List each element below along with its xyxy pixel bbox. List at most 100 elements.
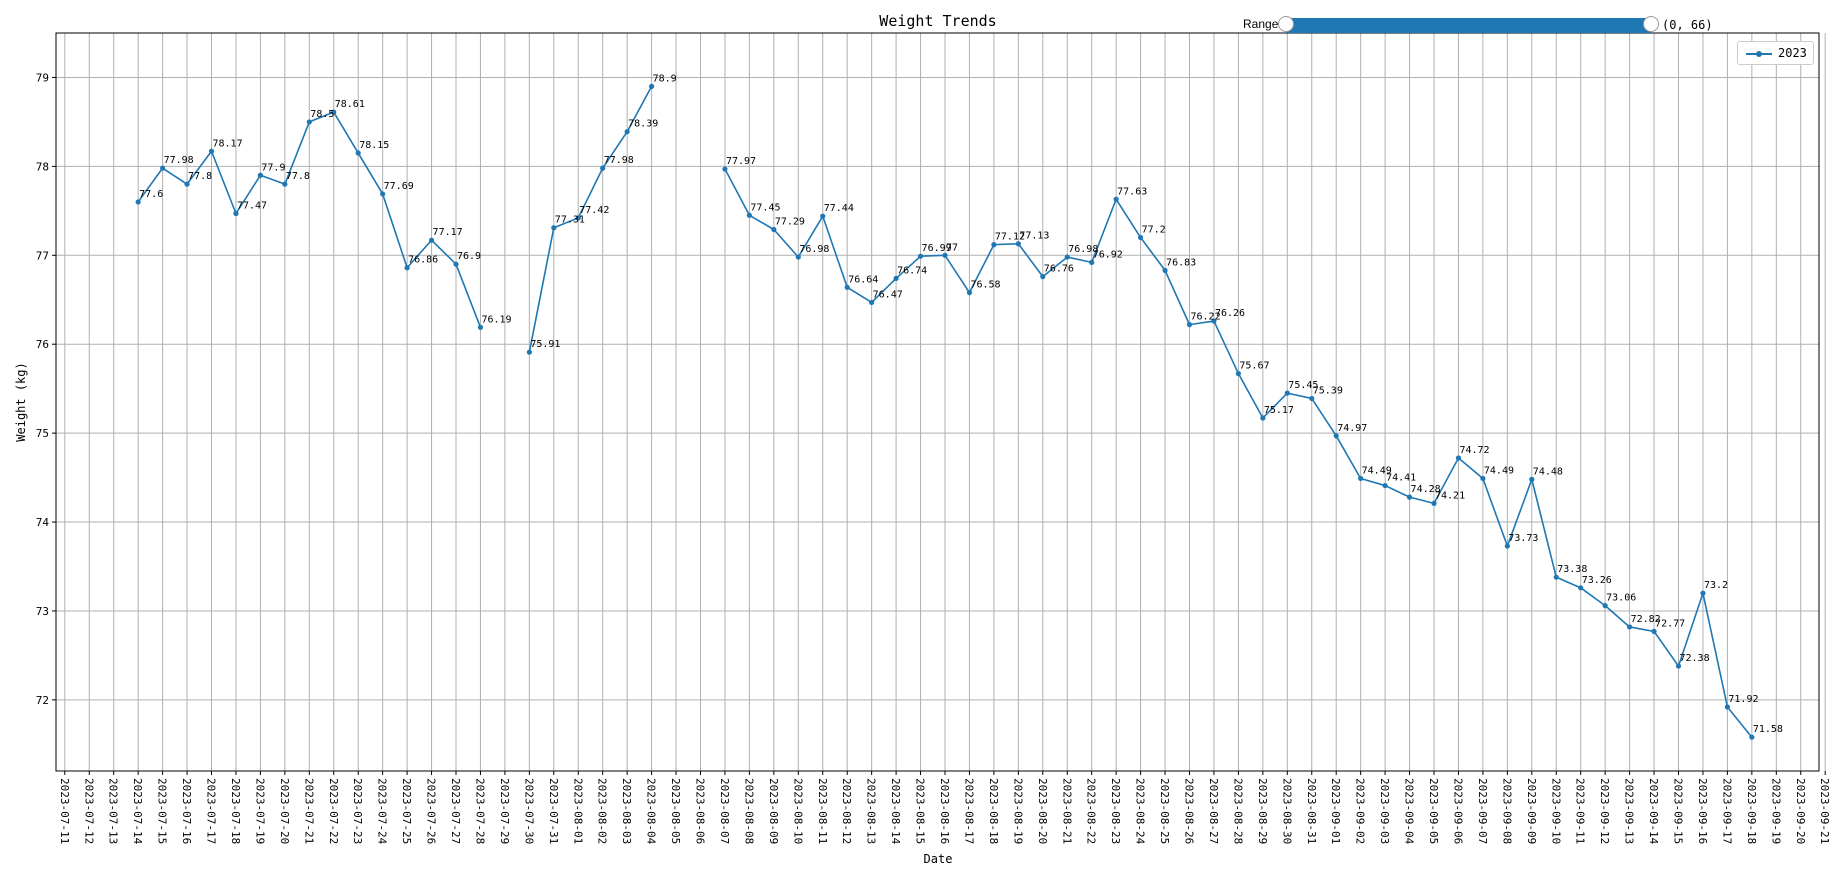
data-point [1358, 475, 1364, 482]
data-point [355, 150, 361, 156]
x-tick-label: 2023-08-23 [1109, 778, 1122, 844]
data-label: 77.47 [237, 200, 267, 211]
x-tick-label: 2023-08-21 [1060, 778, 1073, 844]
range-slider-max-handle[interactable] [1643, 16, 1659, 32]
chart-title: Weight Trends [879, 12, 996, 30]
data-label: 73.06 [1606, 593, 1636, 604]
x-tick-label: 2023-08-06 [694, 778, 707, 844]
data-point [1578, 585, 1584, 591]
x-tick-label: 2023-09-04 [1403, 778, 1416, 845]
data-point [428, 237, 435, 243]
data-point [1284, 390, 1290, 396]
x-tick-label: 2023-07-20 [278, 778, 291, 844]
data-label: 76.86 [408, 255, 438, 266]
data-label: 76.99 [922, 243, 952, 254]
range-slider-label: Range [1243, 17, 1279, 31]
data-point [1749, 734, 1755, 740]
x-tick-label: 2023-08-12 [840, 778, 853, 844]
x-tick-label: 2023-08-31 [1305, 778, 1318, 844]
data-label: 77.29 [775, 217, 805, 228]
data-point [1138, 234, 1144, 241]
series-line-segment [528, 85, 653, 353]
x-tick-label: 2023-08-29 [1256, 778, 1269, 844]
data-point [1211, 318, 1217, 324]
data-point [722, 166, 728, 172]
data-label: 74.48 [1533, 466, 1563, 477]
data-label: 75.39 [1313, 385, 1343, 396]
data-point [1235, 370, 1241, 377]
x-tick-label: 2023-08-09 [767, 778, 780, 844]
data-label: 71.92 [1728, 694, 1758, 705]
x-tick-label: 2023-08-24 [1134, 778, 1147, 845]
x-tick-label: 2023-07-13 [107, 778, 120, 844]
x-tick-label: 2023-09-19 [1769, 778, 1782, 844]
x-tick-label: 2023-09-11 [1574, 778, 1587, 844]
x-tick-label: 2023-07-27 [449, 778, 462, 844]
data-label: 77.42 [579, 205, 609, 216]
data-point [1406, 494, 1413, 500]
x-tick-label: 2023-07-25 [400, 778, 413, 844]
x-tick-label: 2023-08-10 [791, 778, 804, 844]
data-point [746, 212, 753, 218]
grid-lines [56, 33, 1826, 771]
x-tick-label: 2023-08-27 [1207, 778, 1220, 844]
data-label: 72.77 [1655, 618, 1685, 629]
x-tick-label: 2023-08-05 [669, 778, 682, 844]
x-tick-label: 2023-07-24 [376, 778, 389, 845]
data-label: 73.38 [1557, 564, 1587, 575]
x-tick-label: 2023-09-12 [1598, 778, 1611, 844]
data-label: 77.8 [188, 171, 212, 182]
data-point [453, 261, 459, 267]
data-point [991, 242, 997, 248]
data-point [233, 210, 239, 217]
data-point [380, 191, 386, 197]
data-label: 77.98 [164, 155, 194, 166]
x-tick-label: 2023-08-03 [620, 778, 633, 844]
data-point [1162, 267, 1168, 274]
x-tick-label: 2023-08-26 [1183, 778, 1196, 844]
x-tick-label: 2023-09-18 [1745, 778, 1758, 844]
data-point [526, 349, 532, 355]
x-tick-label: 2023-07-17 [205, 778, 218, 844]
x-tick-label: 2023-08-08 [742, 778, 755, 844]
data-label: 77.9 [261, 162, 285, 173]
data-point [1260, 415, 1266, 421]
data-label: 76.74 [897, 265, 927, 276]
data-label: 77.44 [824, 203, 854, 214]
x-tick-label: 2023-08-25 [1158, 778, 1171, 844]
x-tick-label: 2023-08-22 [1085, 778, 1098, 844]
data-label: 78.17 [213, 138, 243, 149]
x-tick-label: 2023-09-05 [1427, 778, 1440, 844]
data-point [844, 284, 850, 290]
data-point [1382, 482, 1388, 489]
x-tick-label: 2023-08-02 [596, 778, 609, 844]
data-label: 77.8 [286, 171, 310, 182]
y-tick-label: 75 [36, 427, 49, 440]
x-tick-label: 2023-07-26 [425, 778, 438, 844]
x-tick-label: 2023-07-16 [180, 778, 193, 844]
data-point [477, 324, 484, 330]
data-label: 78.9 [653, 73, 677, 84]
legend-point-marker [1756, 51, 1762, 57]
data-point [917, 253, 924, 259]
range-slider-min-handle[interactable] [1278, 16, 1294, 32]
data-point [1651, 628, 1657, 635]
x-tick-label: 2023-09-08 [1500, 778, 1513, 844]
data-point [404, 265, 410, 271]
y-tick-label: 73 [36, 605, 49, 618]
data-point [869, 299, 875, 306]
x-tick-label: 2023-07-31 [547, 778, 560, 844]
y-tick-label: 76 [36, 338, 49, 351]
data-point [1627, 624, 1633, 630]
data-point [575, 215, 581, 221]
x-axis-label: Date [924, 852, 953, 866]
data-label: 74.97 [1337, 423, 1367, 434]
x-tick-label: 2023-07-23 [351, 778, 364, 844]
data-point [649, 83, 655, 89]
range-slider-track[interactable] [1286, 18, 1651, 33]
x-tick-label: 2023-09-09 [1525, 778, 1538, 844]
data-label: 76.98 [799, 244, 829, 255]
data-point [820, 213, 826, 219]
data-point [1040, 274, 1046, 280]
data-label: 74.72 [1459, 445, 1489, 456]
